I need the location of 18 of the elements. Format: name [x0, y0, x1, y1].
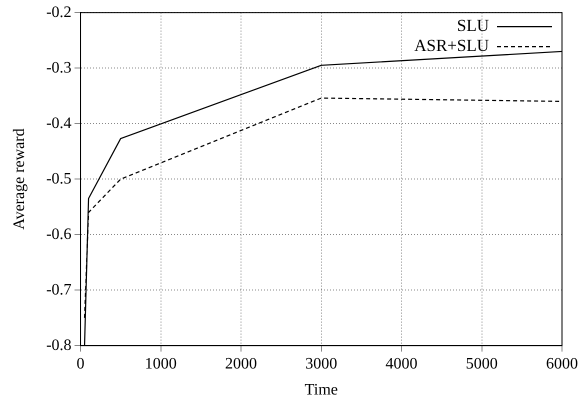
x-axis-title: Time	[304, 382, 338, 399]
x-tick-label: 0	[76, 355, 85, 372]
y-tick-label: -0.4	[46, 114, 72, 132]
y-tick-label: -0.8	[46, 336, 72, 354]
x-tick-label: 3000	[305, 355, 338, 372]
x-tick-label: 2000	[225, 355, 258, 372]
y-tick-label: -0.7	[46, 281, 72, 298]
legend-label: ASR+SLU	[414, 36, 489, 56]
y-axis-title: Average reward	[10, 128, 28, 230]
y-tick-label: -0.3	[46, 59, 72, 76]
legend-label: SLU	[456, 16, 489, 36]
y-tick-label: -0.5	[46, 170, 72, 188]
x-tick-label: 5000	[466, 355, 498, 372]
y-tick-label: -0.6	[46, 226, 72, 243]
x-tick-label: 4000	[386, 355, 418, 372]
x-tick-label: 1000	[144, 355, 177, 372]
y-tick-label: -0.2	[46, 4, 72, 21]
x-tick-label: 6000	[546, 355, 578, 372]
